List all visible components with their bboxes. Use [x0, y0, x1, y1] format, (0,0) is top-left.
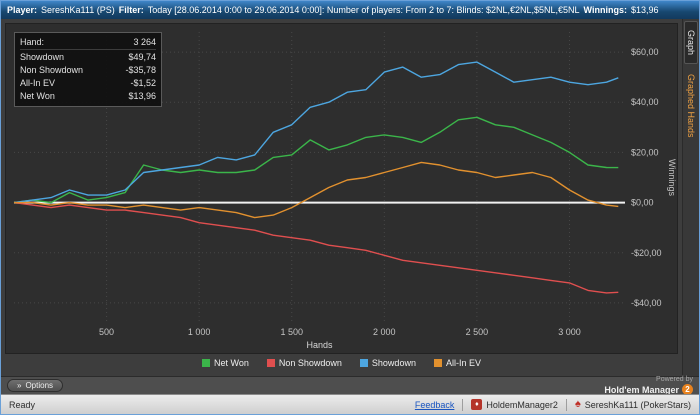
main-area: Hand: 3 264 Showdown $49,74 Non Showdown… — [1, 19, 699, 376]
powered-by-block: Powered by Hold'em Manager 2 — [604, 376, 693, 395]
svg-text:Winnings: Winnings — [667, 159, 677, 197]
series-showdown — [13, 61, 619, 204]
svg-text:3 000: 3 000 — [558, 327, 581, 337]
svg-text:1 000: 1 000 — [188, 327, 211, 337]
tab-graphed-hands[interactable]: Graphed Hands — [686, 74, 696, 138]
stat-label: Hand: — [20, 37, 45, 47]
options-button-label: Options — [25, 381, 54, 390]
graph-content: Hand: 3 264 Showdown $49,74 Non Showdown… — [1, 19, 682, 376]
title-filter-value: Today [28.06.2014 0:00 to 29.06.2014 0:0… — [147, 5, 580, 15]
stats-panel: Hand: 3 264 Showdown $49,74 Non Showdown… — [14, 32, 162, 107]
series-net-won — [13, 116, 619, 204]
status-separator — [565, 398, 567, 411]
brand-name: Hold'em Manager — [604, 384, 679, 395]
svg-text:-$20,00: -$20,00 — [631, 248, 662, 258]
status-bar: Ready Feedback ♦ HoldemManager2 ♠ Seresh… — [1, 394, 699, 414]
series-non-showdown — [13, 201, 619, 294]
stat-label: Showdown — [20, 52, 65, 62]
svg-text:2 000: 2 000 — [373, 327, 396, 337]
winnings-graph: 500 1 000 1 500 2 000 2 500 3 000 $60,00 $40,00… — [13, 32, 677, 350]
stat-row-allin-ev: All-In EV -$1,52 — [20, 77, 156, 90]
title-filter-label: Filter: — [118, 5, 144, 15]
legend-item-non-showdown: Non Showdown — [266, 358, 342, 368]
stat-value: 3 264 — [133, 37, 156, 47]
legend-swatch-allin-ev — [433, 359, 442, 367]
status-ready: Ready — [9, 399, 36, 410]
chart-panel: Hand: 3 264 Showdown $49,74 Non Showdown… — [5, 23, 678, 354]
svg-text:Hands: Hands — [306, 340, 333, 350]
powered-by-text: Powered by — [656, 376, 693, 383]
stat-label: All-In EV — [20, 78, 56, 88]
svg-text:1 500: 1 500 — [280, 327, 303, 337]
brand-text: Hold'em Manager 2 — [604, 384, 693, 395]
legend-label-showdown: Showdown — [371, 358, 416, 368]
title-player-value: SereshKa111 (PS) — [41, 5, 115, 15]
stat-row-net-won: Net Won $13,96 — [20, 90, 156, 103]
stat-value: $49,74 — [128, 52, 156, 62]
legend-swatch-net-won — [202, 359, 211, 367]
stat-label: Net Won — [20, 91, 55, 101]
status-app-item[interactable]: ♦ HoldemManager2 — [471, 399, 558, 410]
legend-swatch-showdown — [359, 359, 368, 367]
feedback-link[interactable]: Feedback — [414, 399, 455, 410]
title-bar: Player: SereshKa111 (PS) Filter: Today [… — [1, 1, 699, 19]
svg-text:$0,00: $0,00 — [631, 198, 654, 208]
svg-text:2 500: 2 500 — [466, 327, 489, 337]
hm2-badge-icon: 2 — [682, 384, 693, 395]
svg-text:-$40,00: -$40,00 — [631, 298, 662, 308]
title-player-label: Player: — [7, 5, 38, 15]
stat-value: -$35,78 — [125, 65, 156, 75]
series-all-in-ev — [14, 161, 619, 219]
chevrons-icon: » — [17, 381, 22, 390]
legend-item-allin-ev: All-In EV — [433, 358, 481, 368]
stat-label: Non Showdown — [20, 65, 84, 75]
status-account-name: SereshKa111 (PokerStars) — [584, 399, 691, 410]
pokerstars-spade-icon: ♠ — [574, 398, 581, 410]
legend-item-showdown: Showdown — [359, 358, 416, 368]
tab-graph[interactable]: Graph — [684, 21, 698, 65]
holdem-manager-icon: ♦ — [471, 399, 483, 410]
status-app-name: HoldemManager2 — [486, 399, 558, 410]
svg-text:$40,00: $40,00 — [631, 97, 659, 107]
status-account-item[interactable]: ♠ SereshKa111 (PokerStars) — [575, 399, 691, 410]
legend-label-net-won: Net Won — [214, 358, 249, 368]
stat-row-showdown: Showdown $49,74 — [20, 51, 156, 64]
svg-text:$60,00: $60,00 — [631, 47, 659, 57]
legend-label-non-showdown: Non Showdown — [278, 358, 342, 368]
title-winnings-value: $13,96 — [630, 5, 659, 15]
svg-text:$20,00: $20,00 — [631, 147, 659, 157]
stat-value: -$1,52 — [130, 78, 156, 88]
chart-legend: Net Won Non Showdown Showdown All-In EV — [5, 354, 678, 372]
legend-swatch-non-showdown — [266, 359, 275, 367]
legend-item-net-won: Net Won — [202, 358, 249, 368]
svg-text:500: 500 — [99, 327, 114, 337]
options-button[interactable]: » Options — [7, 379, 64, 392]
title-winnings-label: Winnings: — [583, 5, 627, 15]
stat-row-non-showdown: Non Showdown -$35,78 — [20, 64, 156, 77]
stat-value: $13,96 — [128, 91, 156, 101]
legend-label-allin-ev: All-In EV — [445, 358, 481, 368]
right-tab-strip: Graph Graphed Hands — [682, 19, 699, 376]
status-separator — [462, 398, 464, 411]
stat-row-hands: Hand: 3 264 — [20, 36, 156, 50]
options-strip: » Options Powered by Hold'em Manager 2 — [1, 376, 699, 395]
